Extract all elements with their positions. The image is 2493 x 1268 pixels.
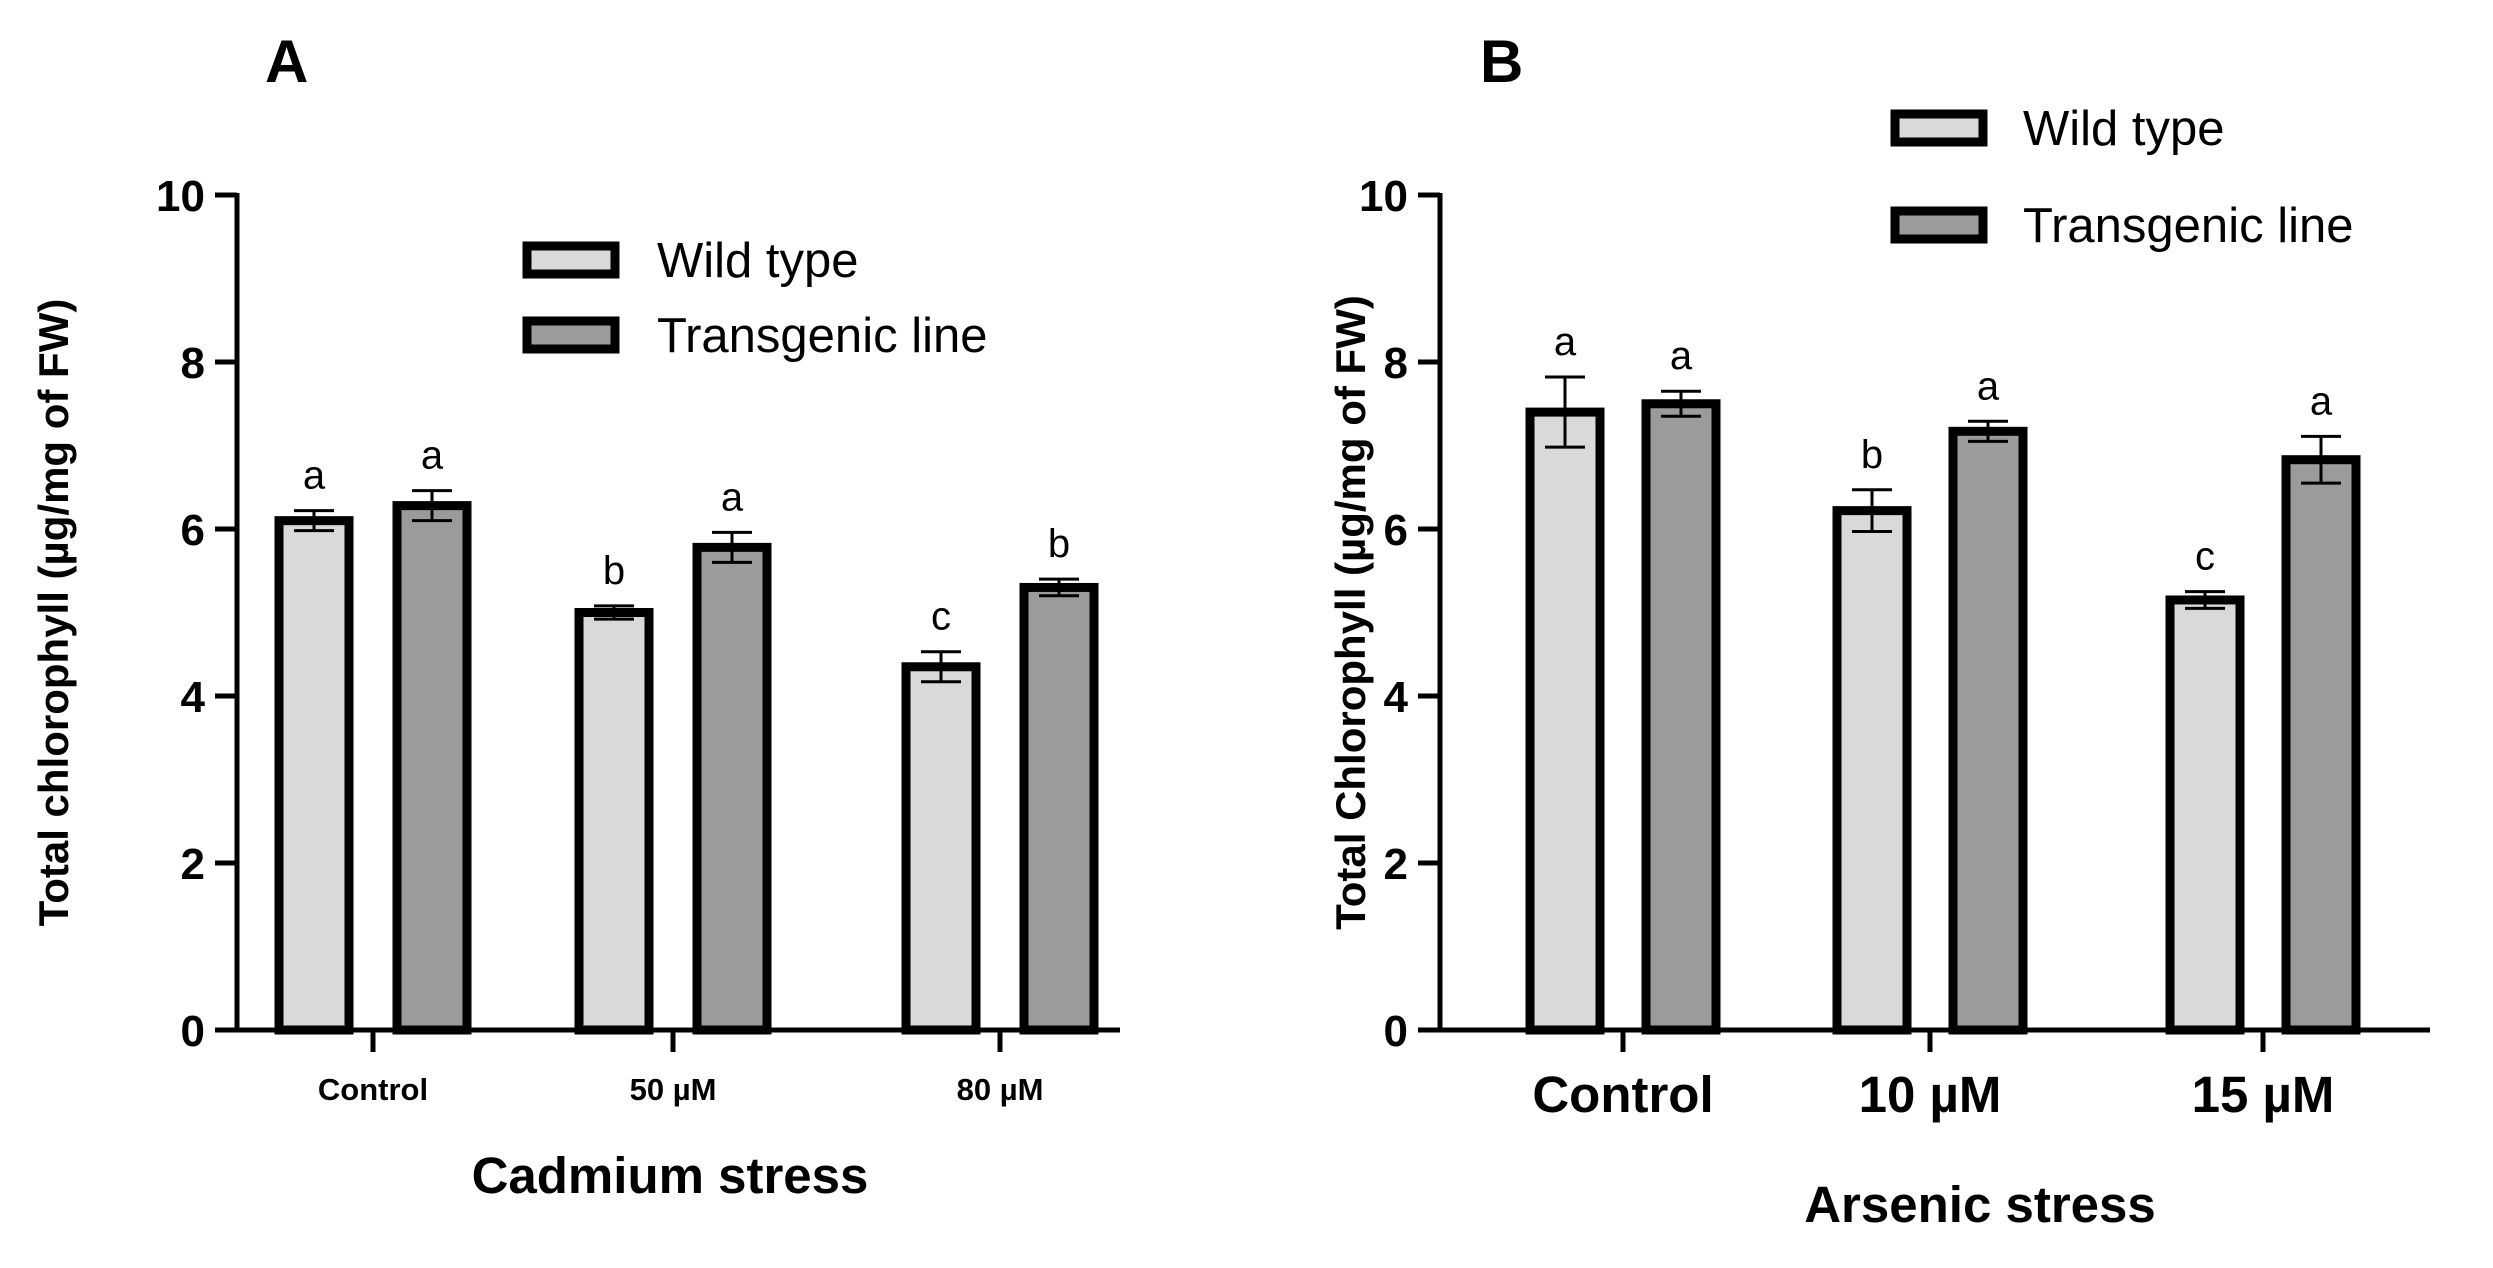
panel-a-letter: A bbox=[265, 28, 308, 95]
x-tick-label: 15 µM bbox=[2192, 1066, 2335, 1123]
bar-wild-type bbox=[574, 608, 654, 1035]
x-tick-label: Control bbox=[318, 1072, 428, 1107]
bar-wild-type bbox=[1525, 407, 1605, 1035]
panel-b-chart: B 0 2 4 6 8 10 Total Chlorophyll (µg/mg of FW) C… bbox=[1327, 28, 2430, 1233]
significance-label: a bbox=[303, 454, 326, 498]
bar-transgenic bbox=[1019, 582, 1099, 1035]
y-tick-label: 8 bbox=[181, 339, 205, 388]
y-tick-label: 6 bbox=[1384, 506, 1408, 555]
significance-label: a bbox=[421, 434, 444, 478]
y-tick-label: 2 bbox=[181, 840, 205, 889]
bar-wild-type bbox=[901, 662, 981, 1035]
legend-label: Transgenic line bbox=[2023, 199, 2353, 253]
y-tick-label: 0 bbox=[181, 1007, 205, 1056]
x-tick-label: Control bbox=[1532, 1066, 1713, 1123]
x-tick-label: 10 µM bbox=[1859, 1066, 2002, 1123]
y-tick-label: 0 bbox=[1384, 1007, 1408, 1056]
legend-label: Wild type bbox=[2023, 102, 2225, 156]
x-axis-title: Arsenic stress bbox=[1804, 1176, 2156, 1233]
x-tick-label: 80 µM bbox=[957, 1072, 1044, 1107]
significance-label: a bbox=[721, 475, 744, 519]
y-tick-label: 2 bbox=[1384, 840, 1408, 889]
legend-swatch bbox=[1890, 206, 1988, 244]
bar-transgenic bbox=[1948, 426, 2028, 1035]
significance-label: b bbox=[603, 549, 625, 593]
significance-label: a bbox=[1670, 334, 1693, 378]
bar-wild-type bbox=[274, 516, 354, 1035]
legend-label: Wild type bbox=[657, 234, 859, 288]
bar-wild-type bbox=[2165, 595, 2245, 1035]
y-axis-title: Total chlorophyll (µg/mg of FW) bbox=[30, 299, 77, 927]
legend-swatch bbox=[522, 316, 620, 354]
y-axis-title: Total Chlorophyll (µg/mg of FW) bbox=[1327, 295, 1374, 930]
y-tick-label: 4 bbox=[1384, 673, 1409, 722]
y-tick-label: 4 bbox=[181, 673, 206, 722]
significance-label: a bbox=[2310, 379, 2333, 423]
legend-swatch bbox=[1890, 109, 1988, 147]
bar-transgenic bbox=[1641, 399, 1721, 1035]
legend-label: Transgenic line bbox=[657, 309, 987, 363]
bar-transgenic bbox=[2281, 455, 2361, 1035]
significance-label: c bbox=[2195, 535, 2215, 579]
y-tick-label: 8 bbox=[1384, 339, 1408, 388]
x-axis-title: Cadmium stress bbox=[472, 1147, 869, 1204]
significance-label: b bbox=[1861, 433, 1883, 477]
y-tick-label: 10 bbox=[156, 172, 205, 221]
x-tick-label: 50 µM bbox=[630, 1072, 717, 1107]
significance-label: c bbox=[931, 595, 951, 639]
panel-a-chart: A 0 2 4 6 8 10 Total chlorophyll (µg/mg of FW) C… bbox=[30, 28, 1120, 1204]
bar-transgenic bbox=[692, 542, 772, 1035]
legend-swatch bbox=[522, 241, 620, 279]
panel-b-letter: B bbox=[1480, 28, 1523, 95]
significance-label: a bbox=[1554, 320, 1577, 364]
significance-label: b bbox=[1048, 522, 1070, 566]
bar-transgenic bbox=[392, 501, 472, 1035]
significance-label: a bbox=[1977, 364, 2000, 408]
bar-wild-type bbox=[1832, 506, 1912, 1035]
y-tick-label: 10 bbox=[1359, 172, 1408, 221]
y-tick-label: 6 bbox=[181, 506, 205, 555]
